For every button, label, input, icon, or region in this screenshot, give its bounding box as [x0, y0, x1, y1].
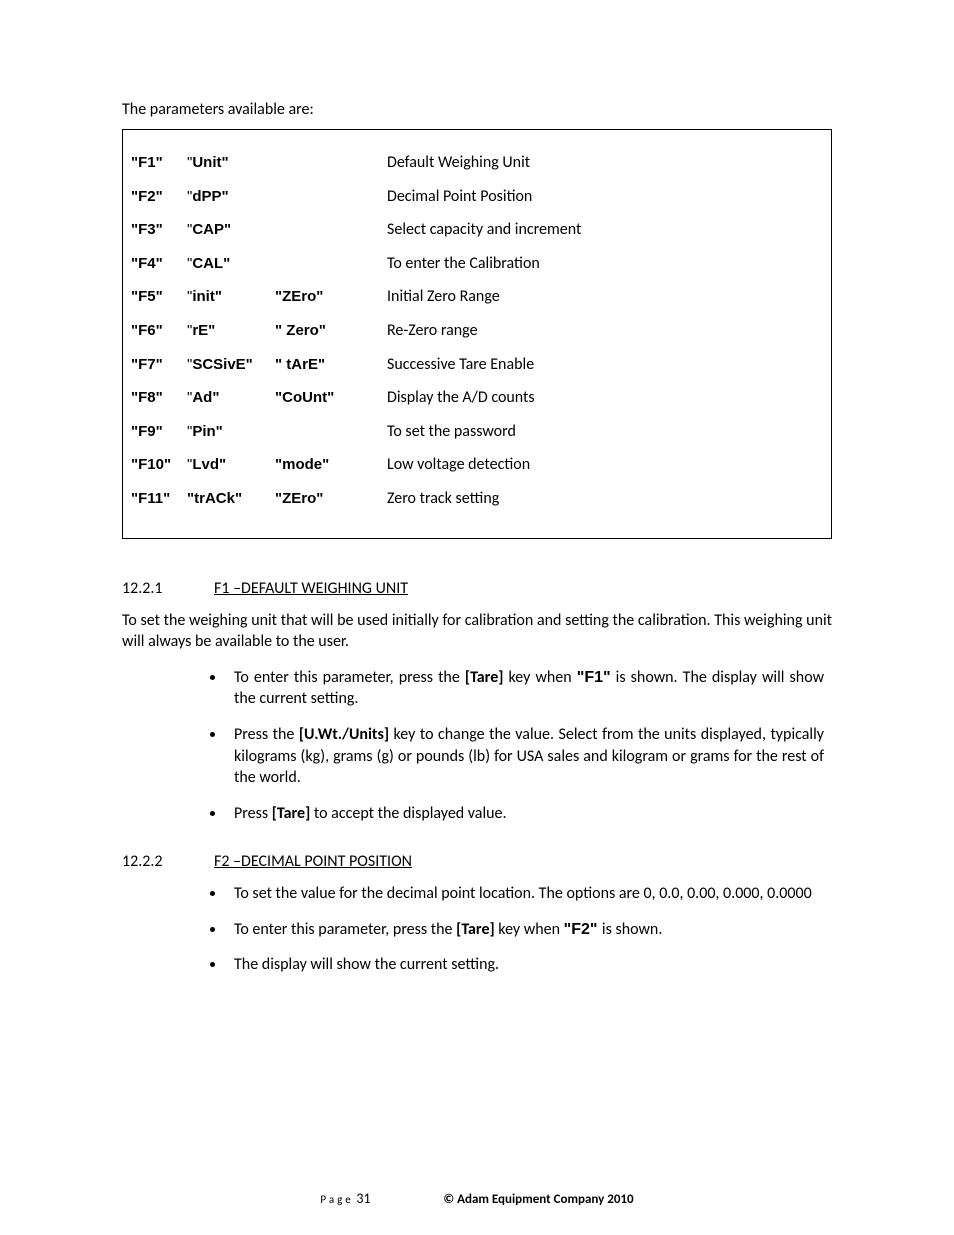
- param-name2: "ZEro": [275, 285, 387, 309]
- section-num: 12.2.2: [122, 852, 214, 871]
- intro-text: The parameters available are:: [122, 100, 832, 119]
- param-name1: "Ad": [187, 386, 275, 410]
- param-desc: Display the A/D counts: [387, 385, 823, 411]
- param-row: "F3" "CAP" Select capacity and increment: [131, 217, 823, 243]
- param-code: "F3": [131, 218, 187, 242]
- param-name1: "SCSivE": [187, 353, 275, 377]
- section-num: 12.2.1: [122, 579, 214, 598]
- section-title: F1 –DEFAULT WEIGHING UNIT: [214, 579, 408, 598]
- param-desc: Default Weighing Unit: [387, 150, 823, 176]
- param-code: "F2": [131, 185, 187, 209]
- param-name1: "init": [187, 285, 275, 309]
- param-row: "F5" "init" "ZEro" Initial Zero Range: [131, 284, 823, 310]
- list-item: The display will show the current settin…: [226, 954, 824, 976]
- bullet-list-1: To enter this parameter, press the [Tare…: [226, 667, 824, 825]
- param-desc: Re-Zero range: [387, 318, 823, 344]
- param-row: "F8" "Ad" "CoUnt" Display the A/D counts: [131, 385, 823, 411]
- param-name1: "Lvd": [187, 453, 275, 477]
- param-desc: Initial Zero Range: [387, 284, 823, 310]
- param-name1: "Unit": [187, 151, 275, 175]
- param-row: "F1" "Unit" Default Weighing Unit: [131, 150, 823, 176]
- page-label: Page: [320, 1193, 353, 1206]
- param-code: "F9": [131, 420, 187, 444]
- param-name2: "mode": [275, 453, 387, 477]
- param-row: "F7" "SCSivE" " tArE" Successive Tare En…: [131, 352, 823, 378]
- param-code: "F10": [131, 453, 187, 477]
- param-row: "F4" "CAL" To enter the Calibration: [131, 251, 823, 277]
- param-code: "F7": [131, 353, 187, 377]
- param-name1: "CAP": [187, 218, 275, 242]
- param-row: "F6" "rE" " Zero" Re-Zero range: [131, 318, 823, 344]
- param-row: "F11" "trACk" "ZEro" Zero track setting: [131, 486, 823, 512]
- copyright: © Adam Equipment Company 2010: [443, 1192, 633, 1207]
- param-desc: Select capacity and increment: [387, 217, 823, 243]
- parameter-table: "F1" "Unit" Default Weighing Unit "F2" "…: [122, 129, 832, 539]
- param-name2: "ZEro": [275, 487, 387, 511]
- page-footer: Page 31 © Adam Equipment Company 2010: [0, 1190, 954, 1207]
- section-title: F2 –DECIMAL POINT POSITION: [214, 852, 412, 871]
- param-desc: Decimal Point Position: [387, 184, 823, 210]
- param-desc: To set the password: [387, 419, 823, 445]
- param-code: "F4": [131, 252, 187, 276]
- param-name2: " Zero": [275, 319, 387, 343]
- list-item: To set the value for the decimal point l…: [226, 883, 824, 905]
- param-row: "F9" "Pin" To set the password: [131, 419, 823, 445]
- param-code: "F1": [131, 151, 187, 175]
- param-name1: "trACk": [187, 487, 275, 511]
- list-item: Press the [U.Wt./Units] key to change th…: [226, 724, 824, 789]
- section-body-1: To set the weighing unit that will be us…: [122, 610, 832, 653]
- section-heading-1: 12.2.1F1 –DEFAULT WEIGHING UNIT: [122, 579, 832, 598]
- param-desc: Zero track setting: [387, 486, 823, 512]
- param-row: "F2" "dPP" Decimal Point Position: [131, 184, 823, 210]
- param-name1: "dPP": [187, 185, 275, 209]
- param-code: "F11": [131, 487, 187, 511]
- list-item: Press [Tare] to accept the displayed val…: [226, 803, 824, 825]
- param-desc: To enter the Calibration: [387, 251, 823, 277]
- param-name1: "CAL": [187, 252, 275, 276]
- param-name1: "rE": [187, 319, 275, 343]
- param-name1: "Pin": [187, 420, 275, 444]
- param-code: "F5": [131, 285, 187, 309]
- param-desc: Low voltage detection: [387, 452, 823, 478]
- param-name2: " tArE": [275, 353, 387, 377]
- bullet-list-2: To set the value for the decimal point l…: [226, 883, 824, 976]
- param-name2: "CoUnt": [275, 386, 387, 410]
- list-item: To enter this parameter, press the [Tare…: [226, 667, 824, 710]
- section-heading-2: 12.2.2F2 –DECIMAL POINT POSITION: [122, 852, 832, 871]
- param-desc: Successive Tare Enable: [387, 352, 823, 378]
- param-code: "F6": [131, 319, 187, 343]
- page-number: 31: [356, 1190, 370, 1207]
- list-item: To enter this parameter, press the [Tare…: [226, 919, 824, 941]
- param-row: "F10" "Lvd" "mode" Low voltage detection: [131, 452, 823, 478]
- param-code: "F8": [131, 386, 187, 410]
